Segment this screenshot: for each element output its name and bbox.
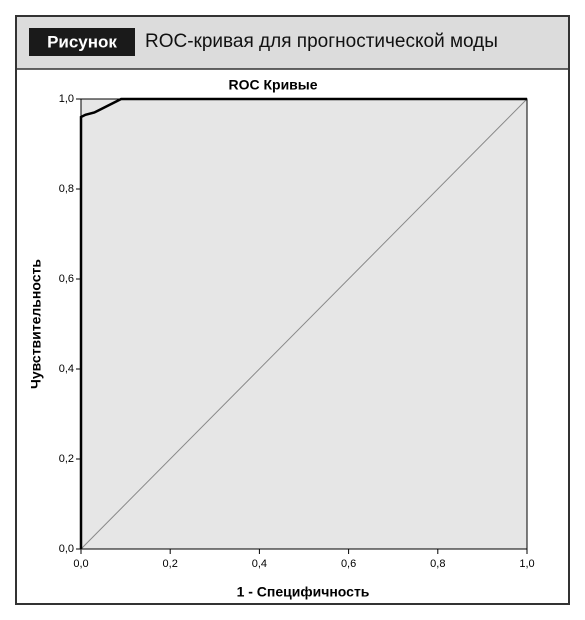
y-tick-label: 0,8: [59, 183, 74, 195]
y-tick-label: 0,0: [59, 543, 74, 555]
figure-label-box: [29, 28, 135, 56]
y-axis-label: Чувствительность: [28, 259, 44, 389]
x-tick-label: 0,0: [73, 558, 88, 570]
x-tick-label: 1,0: [519, 558, 534, 570]
y-tick-label: 0,4: [59, 363, 74, 375]
y-tick-label: 0,6: [59, 273, 74, 285]
x-axis-label: 1 - Специфичность: [237, 584, 370, 600]
roc-line: [80, 98, 528, 550]
x-tick-label: 0,6: [341, 558, 356, 570]
roc-line: [79, 97, 527, 549]
x-tick-label: 0,8: [430, 558, 445, 570]
figure-caption: ROC-кривая для прогностической моды: [145, 31, 498, 52]
y-tick-label: 0,2: [59, 453, 74, 465]
x-tick-label: 0,4: [252, 558, 267, 570]
chart-title: ROC Кривые: [228, 77, 317, 93]
figure-label: Рисунок: [47, 32, 117, 51]
y-tick-label: 1,0: [59, 93, 74, 105]
x-tick-label: 0,2: [163, 558, 178, 570]
